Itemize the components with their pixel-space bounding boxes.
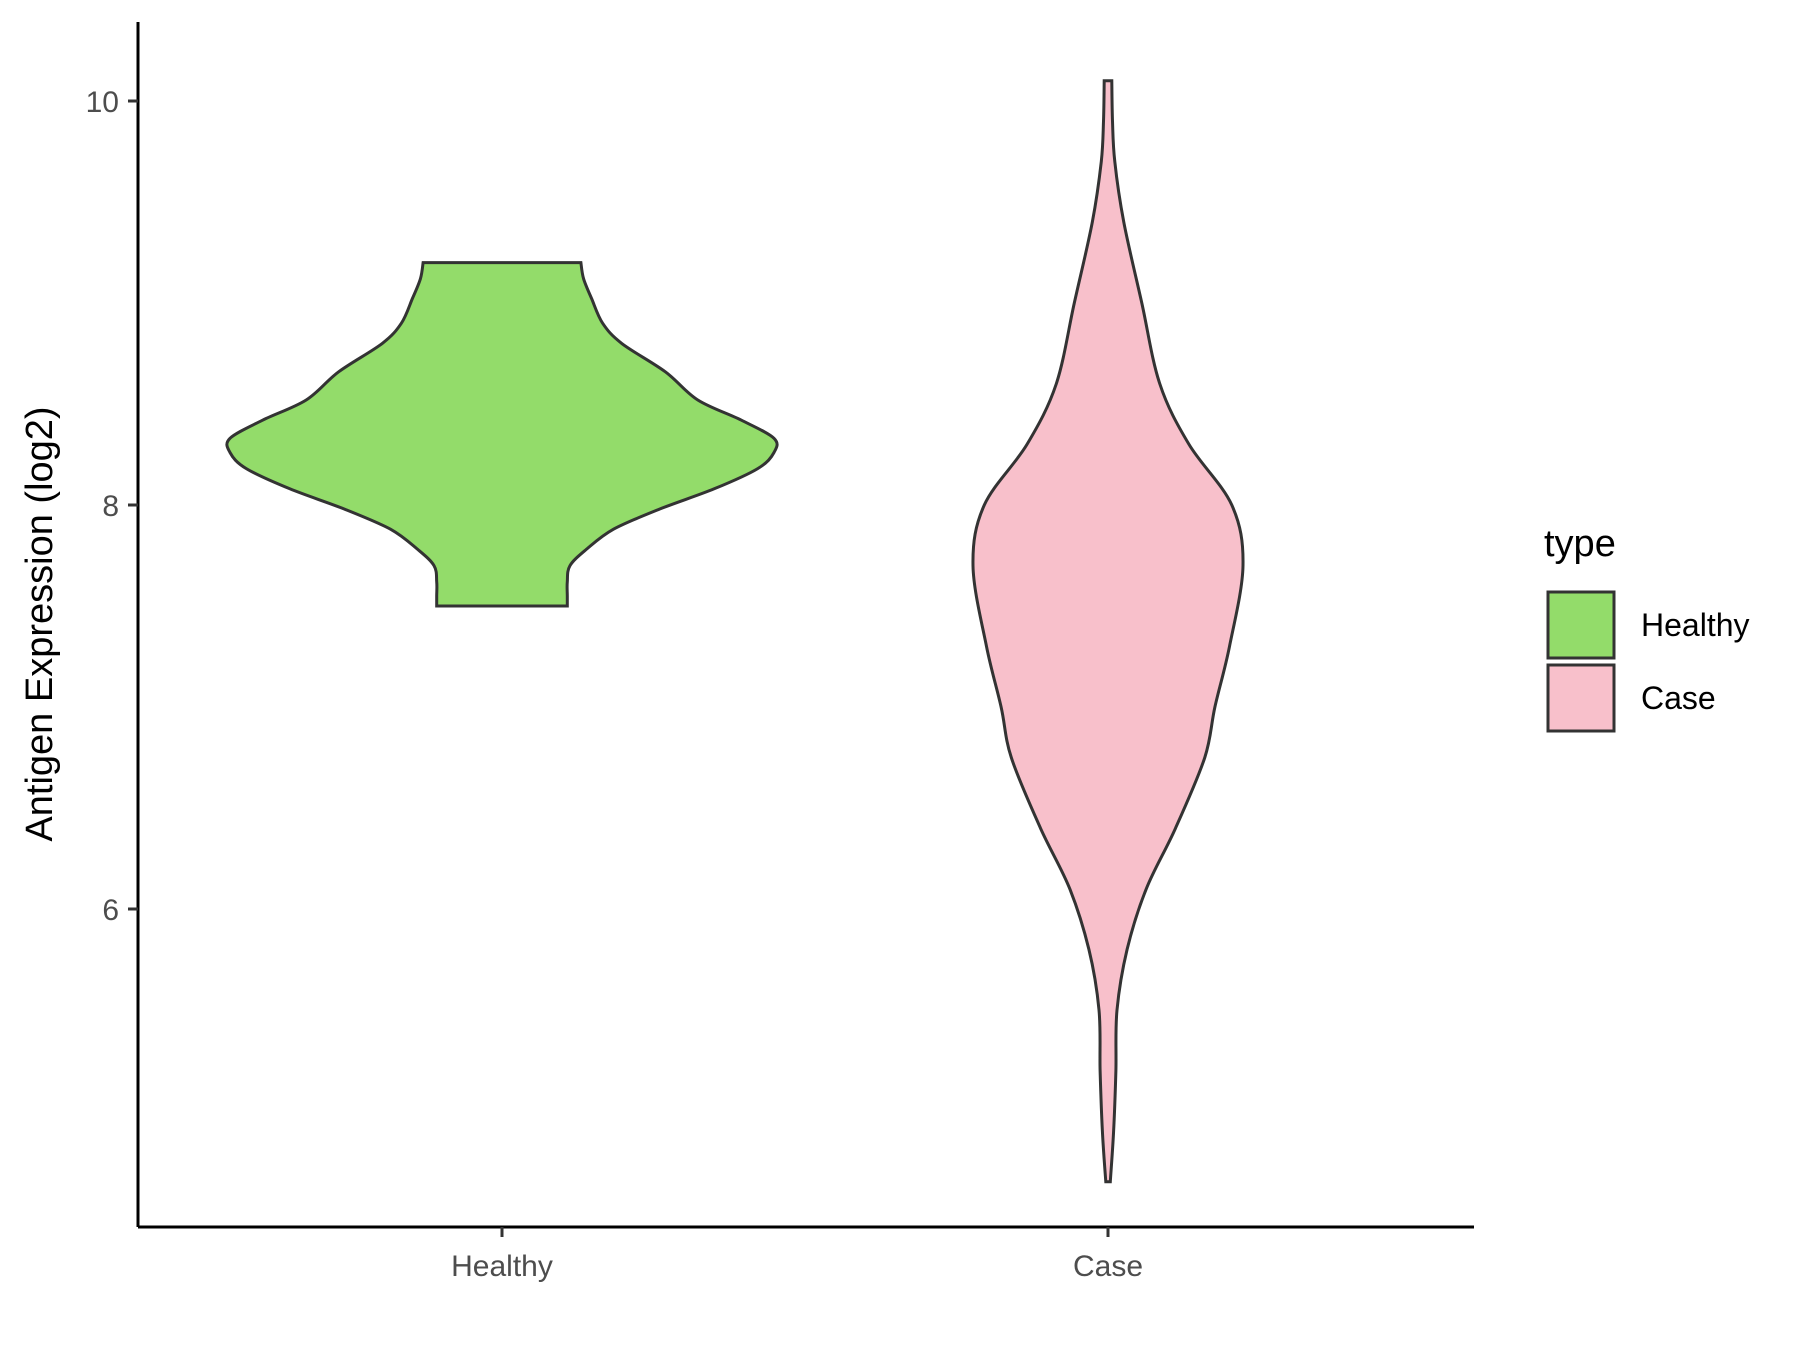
x-tick-label: Case	[1073, 1250, 1143, 1283]
legend-title: type	[1544, 523, 1616, 565]
x-axis-ticks: Healthy Case	[451, 1227, 1143, 1283]
violin-case	[971, 79, 1245, 1184]
legend-swatch-healthy	[1546, 590, 1616, 660]
y-tick-label: 6	[102, 894, 119, 927]
violins-layer	[225, 79, 1245, 1184]
legend-entries: Healthy Case	[1546, 590, 1750, 733]
y-axis-title: Antigen Expression (log2)	[19, 406, 61, 841]
y-tick-label: 8	[102, 490, 119, 523]
legend-swatch-case	[1546, 663, 1616, 733]
y-tick-label: 10	[86, 86, 119, 119]
y-axis-ticks: 6 8 10	[86, 86, 138, 927]
violin-healthy	[225, 261, 779, 608]
legend-label-case: Case	[1641, 680, 1716, 716]
legend-label-healthy: Healthy	[1641, 607, 1750, 643]
x-tick-label: Healthy	[451, 1250, 553, 1283]
